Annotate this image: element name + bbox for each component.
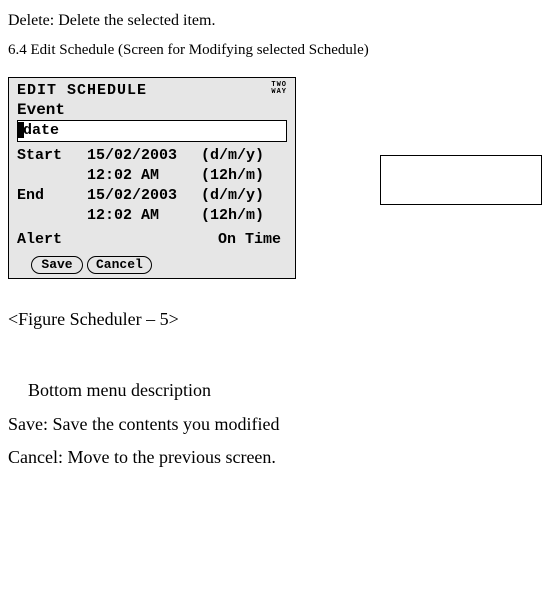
lcd-screen: EDIT SCHEDULE TWO WAY Event date Start 1… — [8, 77, 296, 279]
start-time[interactable]: 12:02 AM — [87, 166, 201, 186]
end-label: End — [17, 186, 87, 206]
end-time-format: (12h/m) — [201, 206, 287, 226]
alert-value[interactable]: On Time — [87, 230, 287, 250]
bottom-menu-heading: Bottom menu description — [28, 380, 545, 401]
start-time-format: (12h/m) — [201, 166, 287, 186]
screen-title: EDIT SCHEDULE — [17, 82, 147, 99]
cancel-button[interactable]: Cancel — [87, 256, 152, 274]
alert-label: Alert — [17, 230, 87, 250]
cancel-description: Cancel: Move to the previous screen. — [8, 444, 545, 471]
start-date-row: Start 15/02/2003 (d/m/y) — [15, 146, 289, 166]
end-date[interactable]: 15/02/2003 — [87, 186, 201, 206]
start-date[interactable]: 15/02/2003 — [87, 146, 201, 166]
start-label: Start — [17, 146, 87, 166]
end-date-row: End 15/02/2003 (d/m/y) — [15, 186, 289, 206]
event-value: date — [23, 122, 59, 139]
alert-row: Alert On Time — [15, 230, 289, 250]
event-input[interactable]: date — [17, 120, 287, 142]
softkey-bar: Save Cancel — [15, 254, 289, 276]
save-description: Save: Save the contents you modified — [8, 411, 545, 438]
end-time[interactable]: 12:02 AM — [87, 206, 201, 226]
end-time-row: 12:02 AM (12h/m) — [15, 206, 289, 226]
figure-caption: <Figure Scheduler – 5> — [8, 309, 545, 330]
save-button[interactable]: Save — [31, 256, 83, 274]
two-way-icon: TWO WAY — [271, 82, 287, 96]
start-date-format: (d/m/y) — [201, 146, 287, 166]
start-time-row: 12:02 AM (12h/m) — [15, 166, 289, 186]
delete-description: Delete: Delete the selected item. — [8, 12, 545, 30]
side-empty-box — [380, 155, 542, 205]
event-label: Event — [15, 101, 289, 119]
end-date-format: (d/m/y) — [201, 186, 287, 206]
section-heading: 6.4 Edit Schedule (Screen for Modifying … — [8, 42, 545, 59]
